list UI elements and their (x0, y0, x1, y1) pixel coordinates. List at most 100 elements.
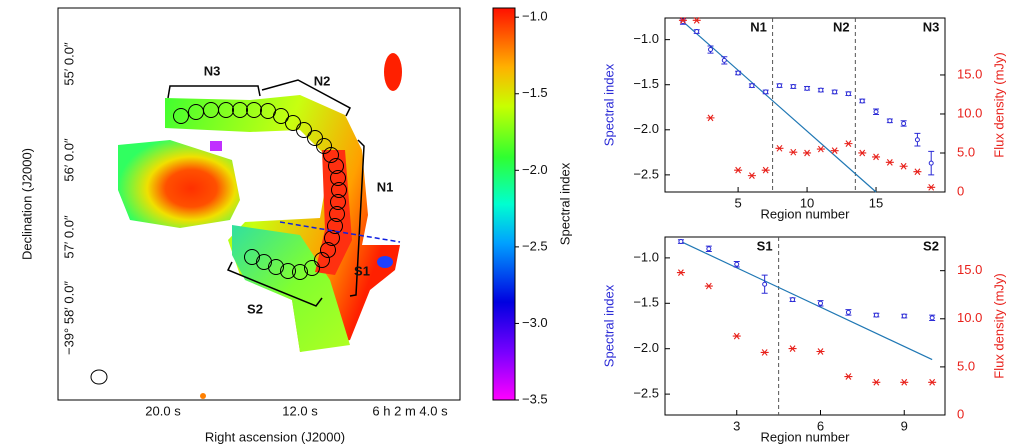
y2-tick-label: 0 (957, 183, 964, 198)
flux-point (872, 378, 881, 386)
colorbar-tick-label: −2.0 (522, 162, 548, 177)
index-point (694, 29, 700, 35)
x-tick-label: 9 (901, 418, 908, 433)
y2-tick-label: 10.0 (957, 310, 982, 325)
region-circle (232, 102, 248, 118)
index-point (845, 309, 851, 315)
colorbar-tick-label: −3.5 (522, 391, 548, 406)
index-point (734, 261, 740, 267)
region-circle (244, 249, 260, 265)
flux-point (704, 282, 713, 290)
region-circle (320, 242, 336, 258)
index-point (804, 85, 810, 91)
y-tick-label: −39° 58′ 0.0″ (61, 281, 76, 355)
index-point (721, 57, 727, 63)
index-point (929, 315, 935, 321)
colorbar-tick-label: −2.5 (522, 238, 548, 253)
index-point (901, 120, 907, 126)
section-label: N1 (750, 19, 767, 34)
region-circle (327, 218, 343, 234)
division-line (279, 221, 401, 243)
flux-point (732, 332, 741, 340)
region-circle (218, 102, 234, 118)
flux-point (678, 16, 687, 24)
index-point (817, 300, 823, 306)
plot-frame (664, 236, 946, 416)
flux-point (844, 140, 853, 147)
flux-point (913, 168, 922, 176)
colorbar-scale (492, 7, 516, 401)
region-circle (331, 182, 347, 198)
x-axis-label: Region number (761, 206, 851, 221)
beam (90, 369, 108, 385)
region-circle (292, 264, 308, 280)
region-circle (330, 194, 346, 210)
x-tick-label: 6 h 2 m 4.0 s (372, 403, 448, 418)
region-label: N3 (204, 63, 221, 78)
radio-map: N3 N2 N1 S1 S2 20.0 s 12.0 s 6 h 2 m 4.0… (19, 7, 461, 444)
index-point (749, 83, 755, 89)
flux-point (760, 349, 769, 356)
flux-point (816, 145, 825, 153)
flux-point (706, 114, 715, 122)
index-point (832, 89, 838, 95)
flux-point (900, 378, 909, 386)
region-label: N2 (314, 73, 331, 88)
x-tick-label: 20.0 s (145, 403, 181, 418)
flux-point (676, 269, 685, 276)
plot-frame (664, 17, 946, 193)
flux-point (747, 172, 756, 179)
fit-line (680, 240, 933, 361)
index-point (859, 98, 865, 104)
region-circle (304, 260, 320, 276)
flux-point (734, 166, 743, 174)
flux-point (885, 158, 894, 166)
section-label: S1 (757, 238, 773, 253)
region-circle (329, 206, 345, 222)
flux-point (761, 166, 770, 174)
colorbar-label: Spectral index (557, 162, 572, 245)
y-axis-label: Spectral index (601, 63, 616, 146)
index-point (776, 83, 782, 89)
y-tick-label: 57′ 0.0″ (61, 215, 76, 259)
x-tick-label: 15 (869, 195, 883, 210)
index-point (790, 84, 796, 90)
colorbar-tick-label: −1.0 (522, 9, 548, 24)
y2-tick-label: 5.0 (957, 358, 975, 373)
index-point (762, 281, 768, 287)
flux-point (872, 153, 881, 161)
map-frame (57, 7, 461, 401)
index-point (678, 239, 684, 245)
emission-west (118, 140, 240, 228)
section-label: N2 (833, 19, 850, 34)
x-axis-label: Region number (761, 429, 851, 444)
region-label: S2 (247, 301, 263, 316)
region-label: S1 (354, 263, 370, 278)
index-point (914, 137, 920, 143)
index-point (887, 118, 893, 124)
x-tick-label: 3 (733, 418, 740, 433)
colorbar: Spectral index (492, 7, 572, 401)
region-circle (307, 130, 323, 146)
index-point (708, 47, 714, 53)
flux-point (844, 373, 853, 380)
index-point (790, 297, 796, 303)
y2-axis-label: Flux density (mJy) (991, 273, 1006, 378)
flux-point (803, 149, 812, 157)
region-circle (296, 122, 312, 138)
flux-point (830, 147, 839, 154)
y-tick-label: 55′ 0.0″ (61, 42, 76, 86)
flux-point (928, 378, 937, 386)
index-point (735, 70, 741, 76)
y-tick-label: −2.0 (633, 340, 659, 355)
index-point (873, 109, 879, 115)
fit-line (682, 21, 877, 193)
flux-point (858, 149, 867, 157)
section-label: S2 (923, 238, 939, 253)
region-circle (330, 170, 346, 186)
y-tick-label: −1.5 (633, 76, 659, 91)
y-axis-label: Declination (J2000) (19, 148, 34, 260)
index-point (928, 160, 934, 166)
y2-tick-label: 5.0 (957, 144, 975, 159)
x-tick-label: 12.0 s (282, 403, 318, 418)
